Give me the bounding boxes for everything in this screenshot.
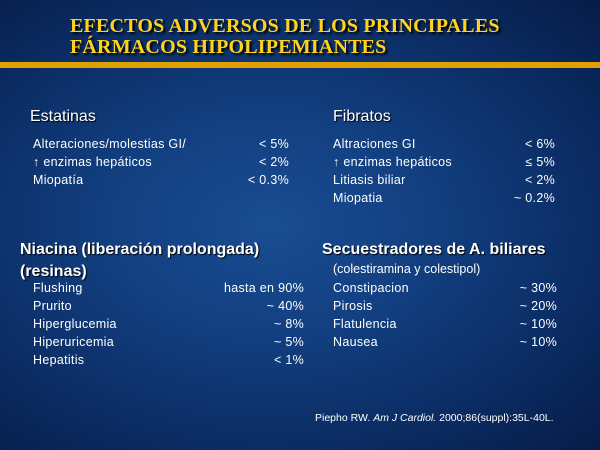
item-value: ~ 5% xyxy=(273,335,304,349)
niacina-heading-resinas: (resinas) xyxy=(20,263,87,280)
fibratos-heading: Fibratos xyxy=(333,108,391,125)
title-line-1: Efectos adversos de los principales xyxy=(70,15,500,37)
item-label: Hepatitis xyxy=(33,353,85,367)
title-underline-rule xyxy=(0,62,600,68)
item-value: ~ 10% xyxy=(519,335,557,349)
title-line-2: fármacos hipolipemiantes xyxy=(70,36,387,58)
list-item: Prurito ~ 40% xyxy=(33,297,304,315)
item-value: hasta en 90% xyxy=(223,281,304,295)
item-label: Prurito xyxy=(33,299,72,313)
item-value: < 0.3% xyxy=(247,173,289,187)
item-label: ↑ enzimas hepáticos xyxy=(333,155,452,169)
list-item: Hepatitis < 1% xyxy=(33,351,304,369)
item-value: ~ 20% xyxy=(519,299,557,313)
item-label: Hiperuricemia xyxy=(33,335,115,349)
citation-details: 2000;86(suppl):35L-40L. xyxy=(439,412,554,424)
citation-journal: Am J Cardiol. xyxy=(373,412,437,424)
list-item: Hiperglucemia ~ 8% xyxy=(33,315,304,333)
list-item: Alteraciones/molestias GI/ < 5% xyxy=(33,135,289,153)
item-value: ~ 40% xyxy=(266,299,304,313)
item-label: ↑ enzimas hepáticos xyxy=(33,155,152,169)
estatinas-list: Alteraciones/molestias GI/ < 5% ↑ enzima… xyxy=(33,135,289,189)
citation-author: Piepho RW. xyxy=(315,412,371,424)
item-label: Pirosis xyxy=(333,299,373,313)
item-value: < 1% xyxy=(273,353,304,367)
list-item: Pirosis ~ 20% xyxy=(333,297,557,315)
item-label: Constipacion xyxy=(333,281,409,295)
item-value: < 2% xyxy=(524,173,555,187)
estatinas-heading: Estatinas xyxy=(30,108,96,125)
item-label: Hiperglucemia xyxy=(33,317,117,331)
item-label: Nausea xyxy=(333,335,378,349)
item-value: < 5% xyxy=(258,137,289,151)
list-item: ↑ enzimas hepáticos < 2% xyxy=(33,153,289,171)
list-item: Miopatía < 0.3% xyxy=(33,171,289,189)
niacina-list: Flushing hasta en 90% Prurito ~ 40% Hipe… xyxy=(33,279,304,369)
item-value: ~ 8% xyxy=(273,317,304,331)
secuestradores-list: Constipacion ~ 30% Pirosis ~ 20% Flatule… xyxy=(333,279,557,351)
item-value: ≤ 5% xyxy=(525,155,555,169)
list-item: Hiperuricemia ~ 5% xyxy=(33,333,304,351)
item-label: Litiasis biliar xyxy=(333,173,406,187)
item-label: Miopatia xyxy=(333,191,383,205)
list-item: ↑ enzimas hepáticos ≤ 5% xyxy=(333,153,555,171)
item-value: < 6% xyxy=(524,137,555,151)
secuestradores-heading: Secuestradores de A. biliares xyxy=(322,241,546,258)
list-item: Flatulencia ~ 10% xyxy=(333,315,557,333)
list-item: Litiasis biliar < 2% xyxy=(333,171,555,189)
list-item: Miopatia ~ 0.2% xyxy=(333,189,555,207)
list-item: Nausea ~ 10% xyxy=(333,333,557,351)
item-value: ~ 0.2% xyxy=(513,191,555,205)
item-value: < 2% xyxy=(258,155,289,169)
citation: Piepho RW. Am J Cardiol. 2000;86(suppl):… xyxy=(315,412,554,424)
list-item: Flushing hasta en 90% xyxy=(33,279,304,297)
slide-title: Efectos adversos de los principales fárm… xyxy=(70,16,590,58)
item-value: ~ 10% xyxy=(519,317,557,331)
item-label: Miopatía xyxy=(33,173,84,187)
item-label: Alteraciones/molestias GI/ xyxy=(33,137,186,151)
item-label: Flatulencia xyxy=(333,317,397,331)
item-label: Altraciones GI xyxy=(333,137,416,151)
secuestradores-subheading: (colestiramina y colestipol) xyxy=(333,262,481,276)
fibratos-list: Altraciones GI < 6% ↑ enzimas hepáticos … xyxy=(333,135,555,207)
niacina-heading: Niacina (liberación prolongada) xyxy=(20,241,260,258)
list-item: Altraciones GI < 6% xyxy=(333,135,555,153)
item-label: Flushing xyxy=(33,281,83,295)
item-value: ~ 30% xyxy=(519,281,557,295)
list-item: Constipacion ~ 30% xyxy=(333,279,557,297)
